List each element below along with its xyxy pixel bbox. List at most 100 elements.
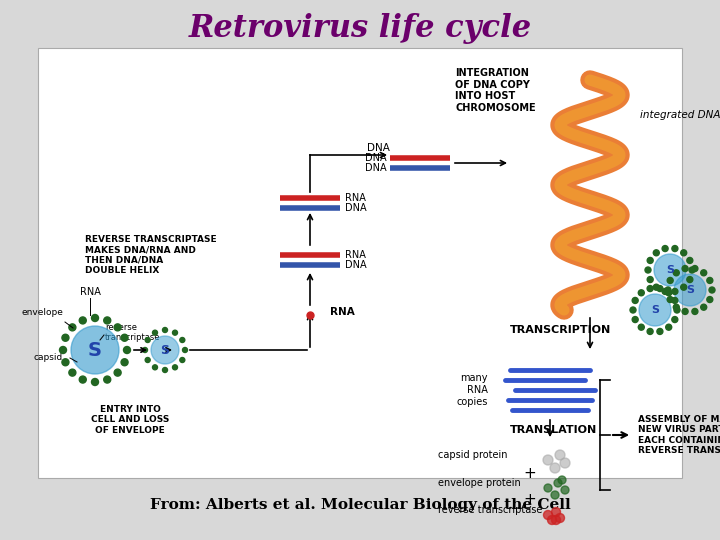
Text: INTEGRATION
OF DNA COPY
INTO HOST
CHROMOSOME: INTEGRATION OF DNA COPY INTO HOST CHROMO… <box>455 68 536 113</box>
Circle shape <box>114 324 121 331</box>
Text: S: S <box>88 341 102 360</box>
Text: RNA: RNA <box>345 193 366 203</box>
Circle shape <box>173 330 178 335</box>
Circle shape <box>672 298 678 303</box>
Circle shape <box>554 479 562 487</box>
Circle shape <box>692 308 698 314</box>
Circle shape <box>550 463 560 473</box>
Circle shape <box>687 276 693 282</box>
Circle shape <box>543 455 553 465</box>
Text: reverse transcriptase: reverse transcriptase <box>438 505 542 515</box>
Circle shape <box>647 328 653 334</box>
Circle shape <box>558 476 566 484</box>
Text: integrated DNA: integrated DNA <box>640 110 720 120</box>
Circle shape <box>662 246 668 252</box>
Text: S: S <box>686 285 694 295</box>
Circle shape <box>182 348 187 353</box>
Circle shape <box>91 379 99 386</box>
Circle shape <box>114 369 121 376</box>
Circle shape <box>639 294 671 326</box>
Circle shape <box>153 365 158 370</box>
Circle shape <box>680 284 687 290</box>
Text: capsid protein: capsid protein <box>438 450 508 460</box>
Circle shape <box>69 369 76 376</box>
Circle shape <box>632 298 638 303</box>
Circle shape <box>561 486 569 494</box>
Circle shape <box>556 514 564 523</box>
Circle shape <box>653 250 660 256</box>
Circle shape <box>682 308 688 314</box>
Text: S: S <box>666 265 674 275</box>
Text: +: + <box>523 465 536 481</box>
Circle shape <box>639 290 644 296</box>
Circle shape <box>555 450 565 460</box>
Text: transcriptase: transcriptase <box>105 333 161 342</box>
Circle shape <box>687 258 693 264</box>
Text: DNA: DNA <box>345 203 366 213</box>
Text: From: Alberts et al. Molecular Biology of the Cell: From: Alberts et al. Molecular Biology o… <box>150 498 570 512</box>
Circle shape <box>60 347 66 354</box>
Circle shape <box>104 376 111 383</box>
Circle shape <box>124 347 130 354</box>
Text: S: S <box>651 305 659 315</box>
Circle shape <box>657 328 663 334</box>
Circle shape <box>180 338 185 342</box>
Circle shape <box>145 338 150 342</box>
Circle shape <box>666 290 672 296</box>
Circle shape <box>163 368 168 373</box>
Circle shape <box>701 270 707 276</box>
Circle shape <box>180 357 185 362</box>
Text: capsid: capsid <box>34 353 63 362</box>
Text: DNA: DNA <box>365 163 387 173</box>
Circle shape <box>645 267 651 273</box>
Text: RNA: RNA <box>80 287 100 297</box>
Circle shape <box>647 276 653 282</box>
Text: DNA: DNA <box>365 153 387 163</box>
Circle shape <box>692 266 698 272</box>
Circle shape <box>674 307 680 313</box>
Circle shape <box>665 287 671 293</box>
Circle shape <box>672 288 678 294</box>
Circle shape <box>560 458 570 468</box>
Text: envelope: envelope <box>21 308 63 317</box>
Text: envelope protein: envelope protein <box>438 478 521 488</box>
Text: RNA: RNA <box>330 307 355 317</box>
Text: DNA: DNA <box>366 143 390 153</box>
Circle shape <box>667 278 673 284</box>
Circle shape <box>551 491 559 499</box>
Circle shape <box>69 324 76 331</box>
Circle shape <box>647 258 653 264</box>
Circle shape <box>639 324 644 330</box>
Circle shape <box>701 304 707 310</box>
Circle shape <box>62 359 69 366</box>
Circle shape <box>62 334 69 341</box>
Circle shape <box>709 287 715 293</box>
Circle shape <box>151 336 179 364</box>
Circle shape <box>121 359 128 366</box>
Circle shape <box>662 288 668 294</box>
Circle shape <box>121 334 128 341</box>
Circle shape <box>104 317 111 324</box>
Circle shape <box>682 266 688 272</box>
Circle shape <box>630 307 636 313</box>
Text: +: + <box>523 492 536 508</box>
Circle shape <box>707 296 713 302</box>
Circle shape <box>654 254 686 286</box>
FancyBboxPatch shape <box>38 48 682 478</box>
Circle shape <box>673 270 679 276</box>
Text: ASSEMBLY OF MANY
NEW VIRUS PARTICLES
EACH CONTAINING
REVERSE TRANSCRIPTASE: ASSEMBLY OF MANY NEW VIRUS PARTICLES EAC… <box>638 415 720 455</box>
Circle shape <box>91 314 99 321</box>
Circle shape <box>653 284 660 290</box>
Circle shape <box>674 274 706 306</box>
Circle shape <box>672 246 678 252</box>
Text: TRANSCRIPTION: TRANSCRIPTION <box>510 325 611 335</box>
Circle shape <box>79 317 86 324</box>
Circle shape <box>680 250 687 256</box>
Text: ENTRY INTO
CELL AND LOSS
OF ENVELOPE: ENTRY INTO CELL AND LOSS OF ENVELOPE <box>91 405 169 435</box>
Text: TRANSLATION: TRANSLATION <box>510 425 598 435</box>
Circle shape <box>657 286 663 292</box>
Text: REVERSE TRANSCRIPTASE
MAKES DNA/RNA AND
THEN DNA/DNA
DOUBLE HELIX: REVERSE TRANSCRIPTASE MAKES DNA/RNA AND … <box>85 235 217 275</box>
Circle shape <box>689 267 695 273</box>
Circle shape <box>163 327 168 333</box>
Circle shape <box>552 508 560 516</box>
